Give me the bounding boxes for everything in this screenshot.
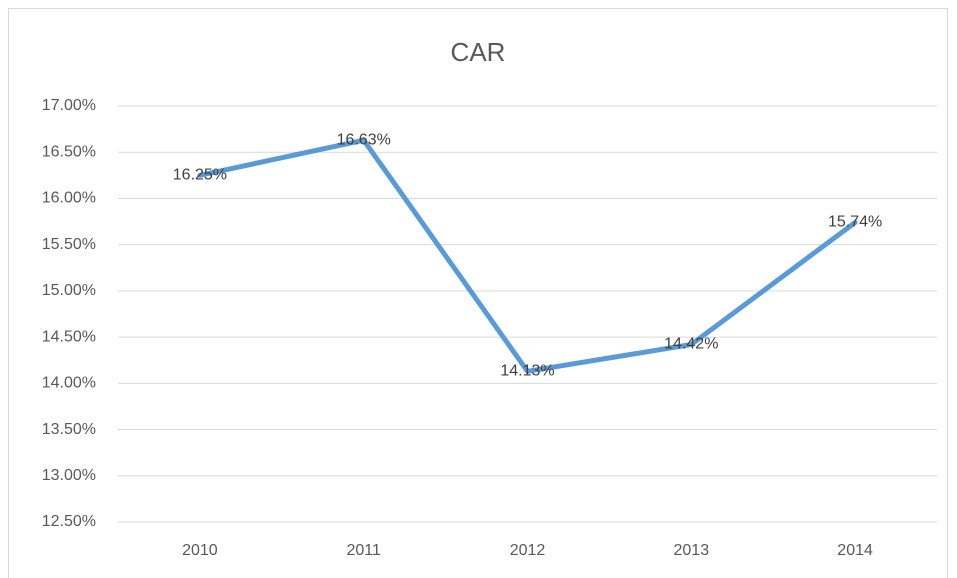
x-tick-label: 2012 bbox=[510, 542, 546, 559]
y-tick-label: 12.50% bbox=[42, 513, 96, 530]
x-tick-label: 2013 bbox=[674, 542, 710, 559]
y-tick-label: 15.00% bbox=[42, 282, 96, 299]
y-tick-label: 14.50% bbox=[42, 328, 96, 345]
y-tick-label: 13.50% bbox=[42, 421, 96, 438]
data-label: 14.42% bbox=[664, 336, 718, 353]
y-tick-label: 15.50% bbox=[42, 236, 96, 253]
data-label: 15.74% bbox=[828, 214, 882, 231]
x-tick-label: 2011 bbox=[346, 542, 381, 559]
x-tick-label: 2010 bbox=[182, 542, 218, 559]
chart-title: CAR bbox=[451, 37, 506, 67]
y-tick-label: 17.00% bbox=[42, 97, 96, 114]
y-tick-label: 16.00% bbox=[42, 190, 96, 207]
line bbox=[197, 137, 858, 374]
data-label: 16.25% bbox=[173, 167, 227, 184]
y-tick-label: 16.50% bbox=[42, 143, 96, 160]
data-label: 16.63% bbox=[337, 131, 391, 148]
data-label: 14.13% bbox=[500, 363, 554, 380]
chart-border bbox=[8, 8, 948, 578]
y-tick-label: 13.00% bbox=[42, 467, 96, 484]
x-tick-label: 2014 bbox=[837, 542, 873, 559]
y-tick-label: 14.00% bbox=[42, 375, 96, 392]
